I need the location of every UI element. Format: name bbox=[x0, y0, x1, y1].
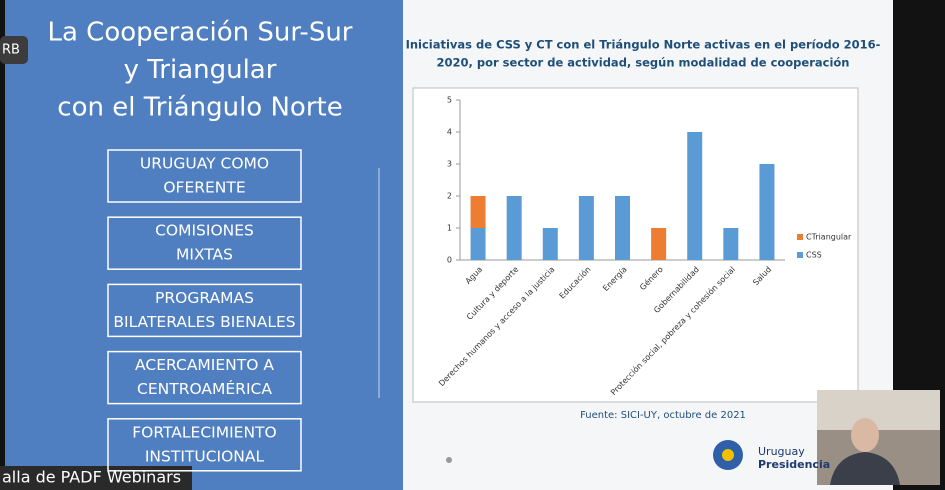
bar-segment bbox=[578, 196, 594, 260]
y-tick-label: 5 bbox=[447, 96, 452, 105]
source: Fuente: SICI-UY, octubre de 2021 bbox=[580, 410, 746, 421]
menu-button[interactable] bbox=[107, 149, 302, 203]
slide-left-panel bbox=[5, 0, 403, 490]
dot bbox=[446, 457, 452, 463]
bar-segment bbox=[470, 196, 486, 228]
chart-title: Iniciativas de CSS y CT con el Triángulo… bbox=[406, 38, 881, 52]
legend-swatch bbox=[797, 234, 803, 240]
menu-button-label: URUGUAY COMO bbox=[140, 155, 269, 173]
y-tick-label: 1 bbox=[447, 224, 452, 233]
logo-line: Presidencia bbox=[758, 458, 830, 471]
menu-button-label: ACERCAMIENTO A bbox=[135, 356, 274, 374]
slide-title: y Triangular bbox=[124, 55, 277, 85]
menu-button[interactable] bbox=[107, 283, 302, 338]
bar-segment bbox=[723, 228, 739, 260]
menu-button-label: COMISIONES bbox=[155, 222, 254, 240]
badge bbox=[0, 36, 28, 64]
bar-segment bbox=[506, 196, 522, 260]
legend-label: CTriangular bbox=[806, 233, 852, 242]
y-tick-label: 2 bbox=[447, 192, 452, 201]
y-tick-label: 0 bbox=[447, 256, 452, 265]
webcam-wall bbox=[817, 390, 940, 430]
logo-line: Uruguay bbox=[758, 445, 805, 458]
menu-button[interactable] bbox=[107, 216, 302, 270]
caption: alla de PADF Webinars bbox=[2, 468, 181, 487]
menu-button-label: INSTITUCIONAL bbox=[145, 447, 265, 465]
badge-text: RB bbox=[2, 43, 20, 58]
y-tick-label: 4 bbox=[447, 128, 452, 137]
bar-segment bbox=[542, 228, 558, 260]
menu-button-label: CENTROAMÉRICA bbox=[137, 379, 272, 398]
slide-title: con el Triángulo Norte bbox=[57, 93, 342, 123]
bar-segment bbox=[615, 196, 630, 260]
slide-title: La Cooperación Sur-Sur bbox=[47, 18, 352, 48]
menu-button-label: FORTALECIMIENTO bbox=[132, 423, 276, 441]
menu-button-label: BILATERALES BIENALES bbox=[113, 313, 295, 331]
logo-sun bbox=[722, 449, 734, 461]
bar-segment bbox=[651, 228, 667, 260]
chart-title: 2020, por sector de actividad, según mod… bbox=[436, 56, 849, 70]
menu-button-label: PROGRAMAS bbox=[155, 289, 254, 307]
bar-segment bbox=[470, 228, 486, 260]
caption-bar bbox=[0, 466, 192, 490]
webcam-head bbox=[851, 418, 879, 452]
menu-button[interactable] bbox=[107, 418, 302, 472]
menu-button[interactable] bbox=[107, 350, 302, 405]
bar-segment bbox=[687, 132, 703, 260]
bar-segment bbox=[759, 164, 775, 260]
legend-label: CSS bbox=[806, 251, 822, 260]
menu-button-label: OFERENTE bbox=[163, 179, 245, 197]
y-tick-label: 3 bbox=[447, 160, 452, 169]
webcam-body bbox=[830, 452, 900, 485]
chart-box bbox=[412, 87, 859, 403]
legend-swatch bbox=[797, 252, 803, 258]
menu-button-label: MIXTAS bbox=[176, 246, 233, 264]
